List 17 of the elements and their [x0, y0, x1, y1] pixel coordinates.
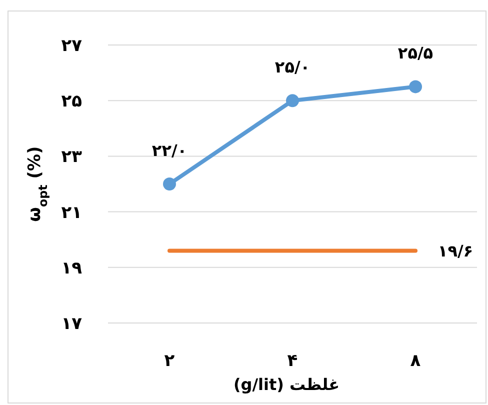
- y-tick-label: ۲۵: [61, 92, 82, 112]
- y-tick-label: ۱۹: [61, 258, 83, 278]
- point: [286, 94, 299, 108]
- point: [163, 178, 176, 190]
- x-axis-title: غلظت (g/lit): [233, 375, 340, 394]
- data-label: ۲۲/۰: [152, 141, 188, 160]
- y-tick-label: ۲۷: [61, 36, 83, 56]
- y-tick-label: ۲۱: [61, 202, 82, 223]
- annotation: ۱۹/۶: [438, 242, 474, 261]
- x-tick-label: ۴: [287, 351, 298, 371]
- point: [409, 80, 422, 94]
- data-label: ۲۵/۵: [398, 44, 434, 63]
- y-tick-label: ۲۳: [61, 147, 83, 168]
- y-tick-label: ۱۷: [61, 314, 83, 334]
- data-label: ۲۵/۰: [274, 58, 310, 77]
- x-tick-label: ۸: [410, 351, 422, 371]
- x-tick-label: ۲: [164, 351, 176, 371]
